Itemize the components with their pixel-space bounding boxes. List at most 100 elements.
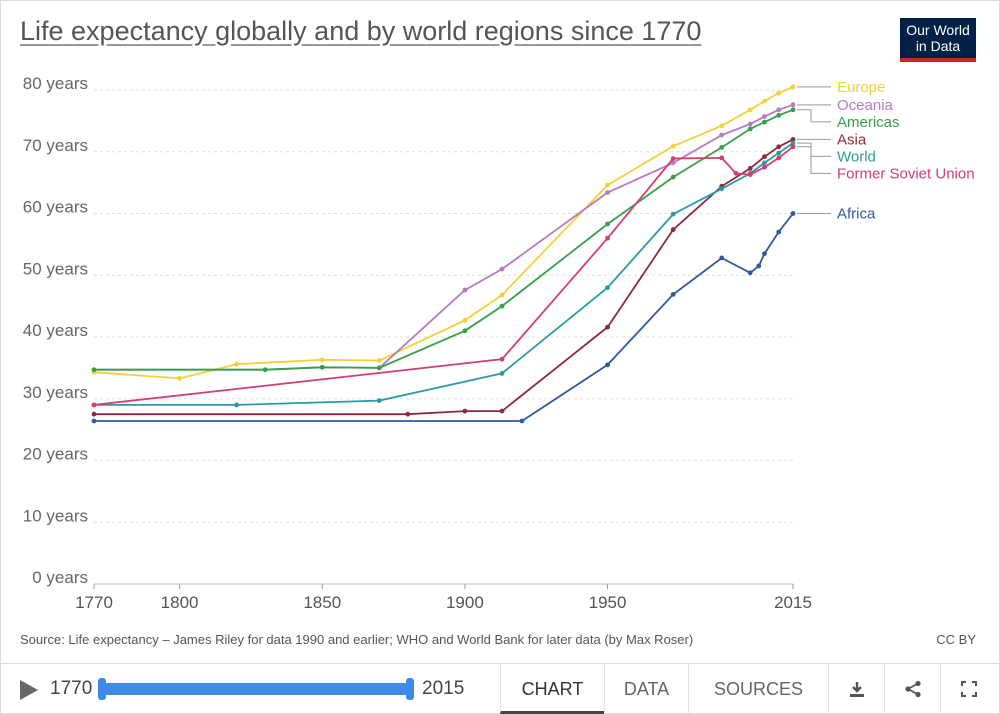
- timeline-start-handle[interactable]: [98, 678, 106, 700]
- data-point: [719, 155, 725, 161]
- x-tick-label: 1800: [161, 593, 199, 612]
- y-tick-label: 40 years: [23, 321, 88, 340]
- y-tick-label: 20 years: [23, 445, 88, 464]
- data-point: [670, 174, 676, 180]
- data-point: [462, 408, 468, 414]
- data-point: [762, 119, 767, 125]
- source-note[interactable]: Source: Life expectancy – James Riley fo…: [20, 632, 694, 647]
- data-point: [499, 408, 505, 414]
- data-point: [747, 172, 753, 177]
- data-point: [776, 155, 782, 161]
- data-point: [719, 145, 725, 150]
- legend-label: World: [837, 148, 876, 165]
- data-point: [605, 324, 610, 330]
- series-line: [93, 86, 794, 380]
- data-point: [719, 255, 725, 261]
- x-axis-ticks: 1770 1800 1850 1900 1950 2015: [75, 584, 812, 612]
- data-point: [670, 227, 676, 232]
- data-point: [91, 411, 97, 417]
- data-point: [499, 356, 505, 362]
- x-tick-label: 1850: [303, 593, 341, 612]
- data-point: [762, 160, 767, 166]
- play-icon[interactable]: [20, 680, 38, 700]
- data-point: [719, 123, 725, 129]
- legend-label: Asia: [837, 131, 867, 148]
- data-point: [762, 114, 767, 119]
- data-point: [234, 361, 240, 367]
- timeline-start-year: 1770: [50, 678, 93, 699]
- data-point: [91, 367, 97, 373]
- data-point: [790, 140, 796, 146]
- data-point: [776, 112, 782, 118]
- y-tick-label: 60 years: [23, 198, 88, 217]
- data-point: [376, 365, 382, 371]
- data-point: [762, 154, 767, 160]
- timeline-end-year: 2015: [422, 678, 465, 699]
- data-point: [790, 144, 796, 150]
- legend-label: Europe: [837, 79, 885, 96]
- x-tick-label: 1770: [75, 593, 113, 612]
- data-point: [776, 144, 782, 150]
- data-point: [790, 137, 796, 142]
- chart-title[interactable]: Life expectancy globally and by world re…: [20, 16, 702, 46]
- fullscreen-button[interactable]: [940, 664, 996, 714]
- data-point: [319, 357, 325, 363]
- y-tick-label: 80 years: [23, 74, 88, 93]
- data-point: [462, 328, 468, 334]
- data-point: [790, 102, 796, 108]
- data-point: [319, 364, 325, 370]
- legend-label: Former Soviet Union: [837, 165, 975, 182]
- data-point: [262, 367, 268, 373]
- legend-label: Oceania: [837, 97, 894, 114]
- y-tick-label: 30 years: [23, 383, 88, 402]
- download-button[interactable]: [828, 664, 884, 714]
- legend-leader-line: [797, 146, 831, 174]
- legend-leader-line: [797, 142, 831, 157]
- data-point: [776, 150, 782, 156]
- y-tick-label: 50 years: [23, 259, 88, 278]
- data-point: [719, 186, 725, 192]
- tab-chart[interactable]: CHART: [500, 664, 604, 714]
- license-link[interactable]: CC BY: [936, 632, 976, 647]
- data-point: [499, 303, 505, 309]
- data-point: [462, 317, 468, 323]
- data-point: [747, 121, 753, 127]
- data-point: [605, 182, 610, 188]
- data-point: [605, 235, 610, 241]
- legend-label: Africa: [837, 206, 876, 223]
- data-point: [499, 371, 505, 376]
- data-point: [405, 411, 411, 417]
- x-tick-label: 2015: [774, 593, 812, 612]
- tab-data[interactable]: DATA: [604, 664, 688, 714]
- data-point: [776, 90, 782, 96]
- legend-leader-line: [797, 109, 831, 123]
- data-point: [776, 229, 782, 235]
- series-line: [94, 212, 794, 422]
- data-point: [762, 251, 767, 257]
- data-point: [234, 402, 240, 408]
- owid-logo[interactable]: Our World in Data: [900, 18, 976, 62]
- data-point: [790, 107, 796, 113]
- x-tick-label: 1950: [589, 593, 627, 612]
- share-button[interactable]: [884, 664, 940, 714]
- data-point: [670, 143, 676, 149]
- data-point: [670, 211, 676, 217]
- data-point: [462, 287, 468, 293]
- data-point: [519, 418, 525, 424]
- data-point: [177, 375, 182, 381]
- data-point: [605, 285, 610, 290]
- share-icon: [904, 680, 921, 698]
- download-icon: [849, 682, 864, 697]
- data-point: [747, 166, 753, 171]
- logo-line-1: Our World: [906, 22, 970, 38]
- data-point: [733, 170, 739, 176]
- gridlines: [94, 89, 793, 585]
- series-lines: [91, 84, 796, 424]
- data-point: [756, 263, 762, 269]
- series-line: [93, 146, 794, 406]
- timeline-slider-track[interactable]: [102, 683, 410, 695]
- data-point: [91, 418, 97, 424]
- tab-sources[interactable]: SOURCES: [688, 664, 828, 714]
- timeline-end-handle[interactable]: [406, 678, 414, 700]
- data-point: [719, 132, 725, 138]
